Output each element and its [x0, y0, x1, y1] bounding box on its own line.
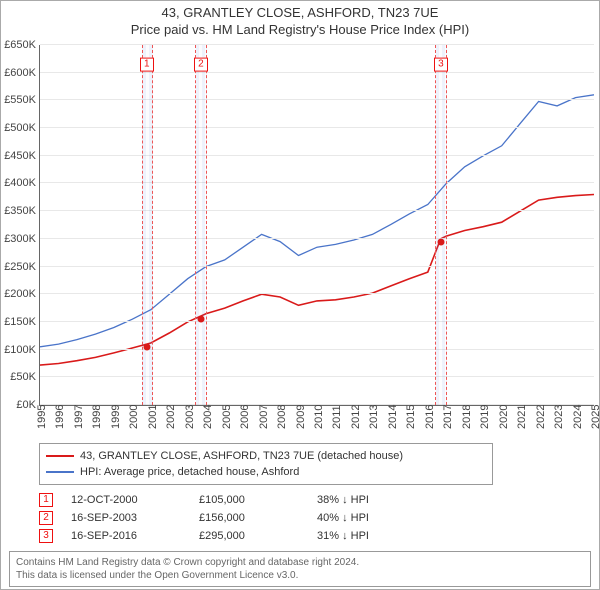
legend: 43, GRANTLEY CLOSE, ASHFORD, TN23 7UE (d…	[39, 443, 493, 485]
event-row: 2 16-SEP-2003 £156,000 40% ↓ HPI	[39, 509, 369, 527]
title-line-2: Price paid vs. HM Land Registry's House …	[1, 22, 599, 37]
y-tick-label: £400K	[4, 177, 40, 189]
event-price: £156,000	[199, 509, 299, 527]
x-tick-label: 2013	[368, 405, 380, 429]
x-tick-label: 2001	[147, 405, 159, 429]
y-tick-label: £600K	[4, 67, 40, 79]
y-tick-label: £300K	[4, 233, 40, 245]
x-tick-label: 2008	[276, 405, 288, 429]
legend-label-b: HPI: Average price, detached house, Ashf…	[80, 464, 299, 480]
event-marker-dot	[437, 238, 444, 245]
footer-line-1: Contains HM Land Registry data © Crown c…	[16, 556, 584, 569]
legend-swatch-a	[46, 455, 74, 457]
x-tick-label: 2024	[572, 405, 584, 429]
x-tick-label: 2003	[184, 405, 196, 429]
x-tick-label: 1997	[73, 405, 85, 429]
x-tick-label: 2009	[295, 405, 307, 429]
event-price: £105,000	[199, 491, 299, 509]
x-tick-label: 1999	[110, 405, 122, 429]
x-tick-label: 2014	[387, 405, 399, 429]
event-marker-dot	[143, 343, 150, 350]
y-tick-label: £650K	[4, 39, 40, 51]
event-delta: 38% ↓ HPI	[317, 491, 369, 509]
x-tick-label: 2022	[535, 405, 547, 429]
event-marker-dot	[197, 315, 204, 322]
titles: 43, GRANTLEY CLOSE, ASHFORD, TN23 7UE Pr…	[1, 1, 599, 37]
event-delta: 31% ↓ HPI	[317, 527, 369, 545]
event-marker-label: 3	[434, 57, 448, 71]
x-tick-label: 2016	[424, 405, 436, 429]
legend-row-b: HPI: Average price, detached house, Ashf…	[46, 464, 486, 480]
x-tick-label: 2025	[590, 405, 600, 429]
y-tick-label: £350K	[4, 205, 40, 217]
x-tick-label: 1996	[54, 405, 66, 429]
x-tick-label: 2018	[461, 405, 473, 429]
event-band	[142, 45, 153, 405]
event-row-marker: 2	[39, 511, 53, 525]
event-table: 1 12-OCT-2000 £105,000 38% ↓ HPI 2 16-SEP-200…	[39, 491, 369, 545]
x-tick-label: 2020	[498, 405, 510, 429]
y-tick-label: £200K	[4, 288, 40, 300]
y-tick-label: £150K	[4, 316, 40, 328]
y-tick-label: £500K	[4, 122, 40, 134]
event-price: £295,000	[199, 527, 299, 545]
x-tick-label: 2002	[165, 405, 177, 429]
x-tick-label: 2023	[553, 405, 565, 429]
legend-label-a: 43, GRANTLEY CLOSE, ASHFORD, TN23 7UE (d…	[80, 448, 403, 464]
x-tick-label: 2019	[479, 405, 491, 429]
event-row-marker: 1	[39, 493, 53, 507]
x-tick-label: 2004	[202, 405, 214, 429]
event-band	[435, 45, 447, 405]
x-tick-label: 1998	[91, 405, 103, 429]
x-tick-label: 2006	[239, 405, 251, 429]
attribution-footer: Contains HM Land Registry data © Crown c…	[9, 551, 591, 587]
event-row: 3 16-SEP-2016 £295,000 31% ↓ HPI	[39, 527, 369, 545]
figure-container: 43, GRANTLEY CLOSE, ASHFORD, TN23 7UE Pr…	[0, 0, 600, 590]
y-tick-label: £100K	[4, 344, 40, 356]
y-tick-label: £250K	[4, 261, 40, 273]
event-band	[195, 45, 207, 405]
chart-area: £0K£50K£100K£150K£200K£250K£300K£350K£40…	[39, 45, 594, 406]
x-tick-label: 2007	[258, 405, 270, 429]
event-marker-label: 1	[140, 57, 154, 71]
event-row-marker: 3	[39, 529, 53, 543]
event-delta: 40% ↓ HPI	[317, 509, 369, 527]
event-date: 16-SEP-2016	[71, 527, 181, 545]
y-tick-label: £450K	[4, 150, 40, 162]
event-date: 12-OCT-2000	[71, 491, 181, 509]
x-tick-label: 2021	[516, 405, 528, 429]
x-tick-label: 2010	[313, 405, 325, 429]
y-tick-label: £550K	[4, 94, 40, 106]
x-tick-label: 2012	[350, 405, 362, 429]
x-tick-label: 1995	[36, 405, 48, 429]
legend-swatch-b	[46, 471, 74, 473]
y-tick-label: £50K	[10, 371, 40, 383]
event-marker-label: 2	[194, 57, 208, 71]
title-line-1: 43, GRANTLEY CLOSE, ASHFORD, TN23 7UE	[1, 5, 599, 20]
x-tick-label: 2017	[442, 405, 454, 429]
x-tick-label: 2000	[128, 405, 140, 429]
x-tick-label: 2005	[221, 405, 233, 429]
event-row: 1 12-OCT-2000 £105,000 38% ↓ HPI	[39, 491, 369, 509]
x-tick-label: 2011	[331, 405, 343, 429]
legend-row-a: 43, GRANTLEY CLOSE, ASHFORD, TN23 7UE (d…	[46, 448, 486, 464]
event-date: 16-SEP-2003	[71, 509, 181, 527]
footer-line-2: This data is licensed under the Open Gov…	[16, 569, 584, 582]
x-tick-label: 2015	[405, 405, 417, 429]
